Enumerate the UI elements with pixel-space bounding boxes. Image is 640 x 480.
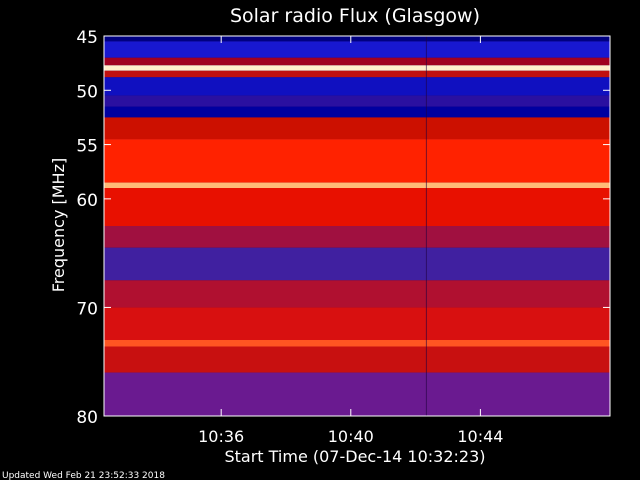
x-tick-label: 10:44 bbox=[457, 427, 503, 446]
frequency-band bbox=[104, 36, 610, 42]
y-tick-label: 45 bbox=[76, 28, 98, 48]
y-axis-ticks: 45 50 55 60 70 80 bbox=[76, 28, 610, 428]
y-tick-label: 70 bbox=[76, 299, 98, 319]
frequency-band bbox=[104, 57, 610, 66]
x-tick-label: 10:40 bbox=[328, 427, 374, 446]
plot-area bbox=[104, 36, 610, 416]
frequency-band bbox=[104, 346, 610, 373]
plot-frame bbox=[103, 35, 611, 417]
frequency-band bbox=[104, 41, 610, 58]
frequency-band bbox=[104, 307, 610, 340]
updated-timestamp: Updated Wed Feb 21 23:52:33 2018 bbox=[2, 471, 165, 480]
frequency-band bbox=[104, 226, 610, 248]
frequency-band bbox=[104, 182, 610, 188]
y-tick-label: 60 bbox=[76, 191, 98, 211]
frequency-band bbox=[104, 139, 610, 183]
y-tick-label: 50 bbox=[76, 82, 98, 102]
frequency-band bbox=[104, 95, 610, 107]
y-tick-label: 80 bbox=[76, 408, 98, 428]
y-axis-label: Frequency [MHz] bbox=[49, 158, 68, 292]
frequency-band bbox=[104, 188, 610, 226]
frequency-band bbox=[104, 106, 610, 118]
frequency-band bbox=[104, 340, 610, 347]
frequency-band bbox=[104, 70, 610, 78]
x-axis-ticks: 10:36 10:40 10:44 bbox=[198, 36, 503, 446]
frequency-band bbox=[104, 247, 610, 281]
frequency-band bbox=[104, 372, 610, 416]
frequency-band bbox=[104, 77, 610, 96]
frequency-band bbox=[104, 280, 610, 308]
x-tick-label: 10:36 bbox=[198, 427, 244, 446]
frequency-band bbox=[104, 65, 610, 71]
x-axis-label: Start Time (07-Dec-14 10:32:23) bbox=[224, 447, 485, 466]
y-tick-label: 55 bbox=[76, 137, 98, 157]
chart-title: Solar radio Flux (Glasgow) bbox=[230, 5, 480, 27]
frequency-band bbox=[104, 117, 610, 140]
